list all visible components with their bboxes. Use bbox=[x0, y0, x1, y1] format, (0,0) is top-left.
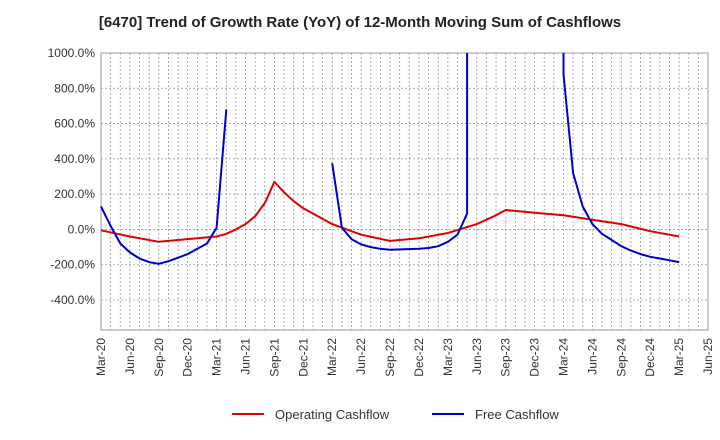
x-tick-label: Jun-22 bbox=[354, 338, 368, 375]
x-tick-label: Sep-20 bbox=[152, 338, 166, 377]
free-cashflow-line bbox=[562, 53, 680, 264]
x-tick-label: Mar-24 bbox=[556, 338, 570, 376]
legend: Operating Cashflow Free Cashflow bbox=[232, 407, 559, 422]
x-tick-label: Mar-25 bbox=[672, 338, 686, 376]
y-tick-label: -400.0% bbox=[50, 293, 95, 307]
plot-border bbox=[100, 52, 709, 331]
series-lines bbox=[100, 53, 680, 265]
x-tick-label: Mar-21 bbox=[210, 338, 224, 376]
x-tick-label: Dec-20 bbox=[181, 338, 195, 377]
axes: -400.0% -200.0% 0.0% 200.0% 400.0% 600.0% 800.… bbox=[48, 46, 715, 377]
legend-label: Free Cashflow bbox=[475, 407, 559, 422]
x-tick-label: Sep-23 bbox=[499, 338, 513, 377]
x-tick-label: Mar-22 bbox=[325, 338, 339, 376]
y-tick-label: 600.0% bbox=[54, 117, 95, 131]
chart-title: [6470] Trend of Growth Rate (YoY) of 12-… bbox=[98, 14, 622, 31]
x-tick-label: Sep-24 bbox=[614, 338, 628, 377]
x-tick-label: Jun-21 bbox=[239, 338, 253, 375]
x-tick-label: Jun-23 bbox=[470, 338, 484, 375]
x-tick-label: Jun-24 bbox=[585, 338, 599, 375]
grid-lines bbox=[100, 52, 709, 330]
y-tick-label: 200.0% bbox=[54, 187, 95, 201]
x-tick-label: Mar-20 bbox=[94, 338, 108, 376]
x-tick-label: Mar-23 bbox=[441, 338, 455, 376]
free-cashflow-line bbox=[331, 53, 469, 251]
free-cashflow-line bbox=[100, 109, 228, 265]
y-tick-label: 0.0% bbox=[68, 222, 96, 236]
legend-label: Operating Cashflow bbox=[275, 407, 390, 422]
y-tick-label: 400.0% bbox=[54, 152, 95, 166]
x-tick-label: Dec-22 bbox=[412, 338, 426, 377]
x-tick-label: Sep-22 bbox=[383, 338, 397, 377]
operating-cashflow-line bbox=[100, 180, 680, 243]
x-tick-label: Jun-20 bbox=[123, 338, 137, 375]
y-tick-label: 800.0% bbox=[54, 81, 95, 95]
x-tick-label: Dec-24 bbox=[643, 338, 657, 377]
x-tick-label: Dec-23 bbox=[528, 338, 542, 377]
x-tick-label: Sep-21 bbox=[267, 338, 281, 377]
y-tick-label: 1000.0% bbox=[48, 46, 96, 60]
x-tick-label: Dec-21 bbox=[296, 338, 310, 377]
y-tick-label: -200.0% bbox=[50, 258, 95, 272]
x-tick-label: Jun-25 bbox=[701, 338, 715, 375]
